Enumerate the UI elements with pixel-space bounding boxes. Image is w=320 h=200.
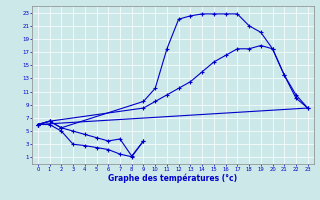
X-axis label: Graphe des températures (°c): Graphe des températures (°c) bbox=[108, 173, 237, 183]
